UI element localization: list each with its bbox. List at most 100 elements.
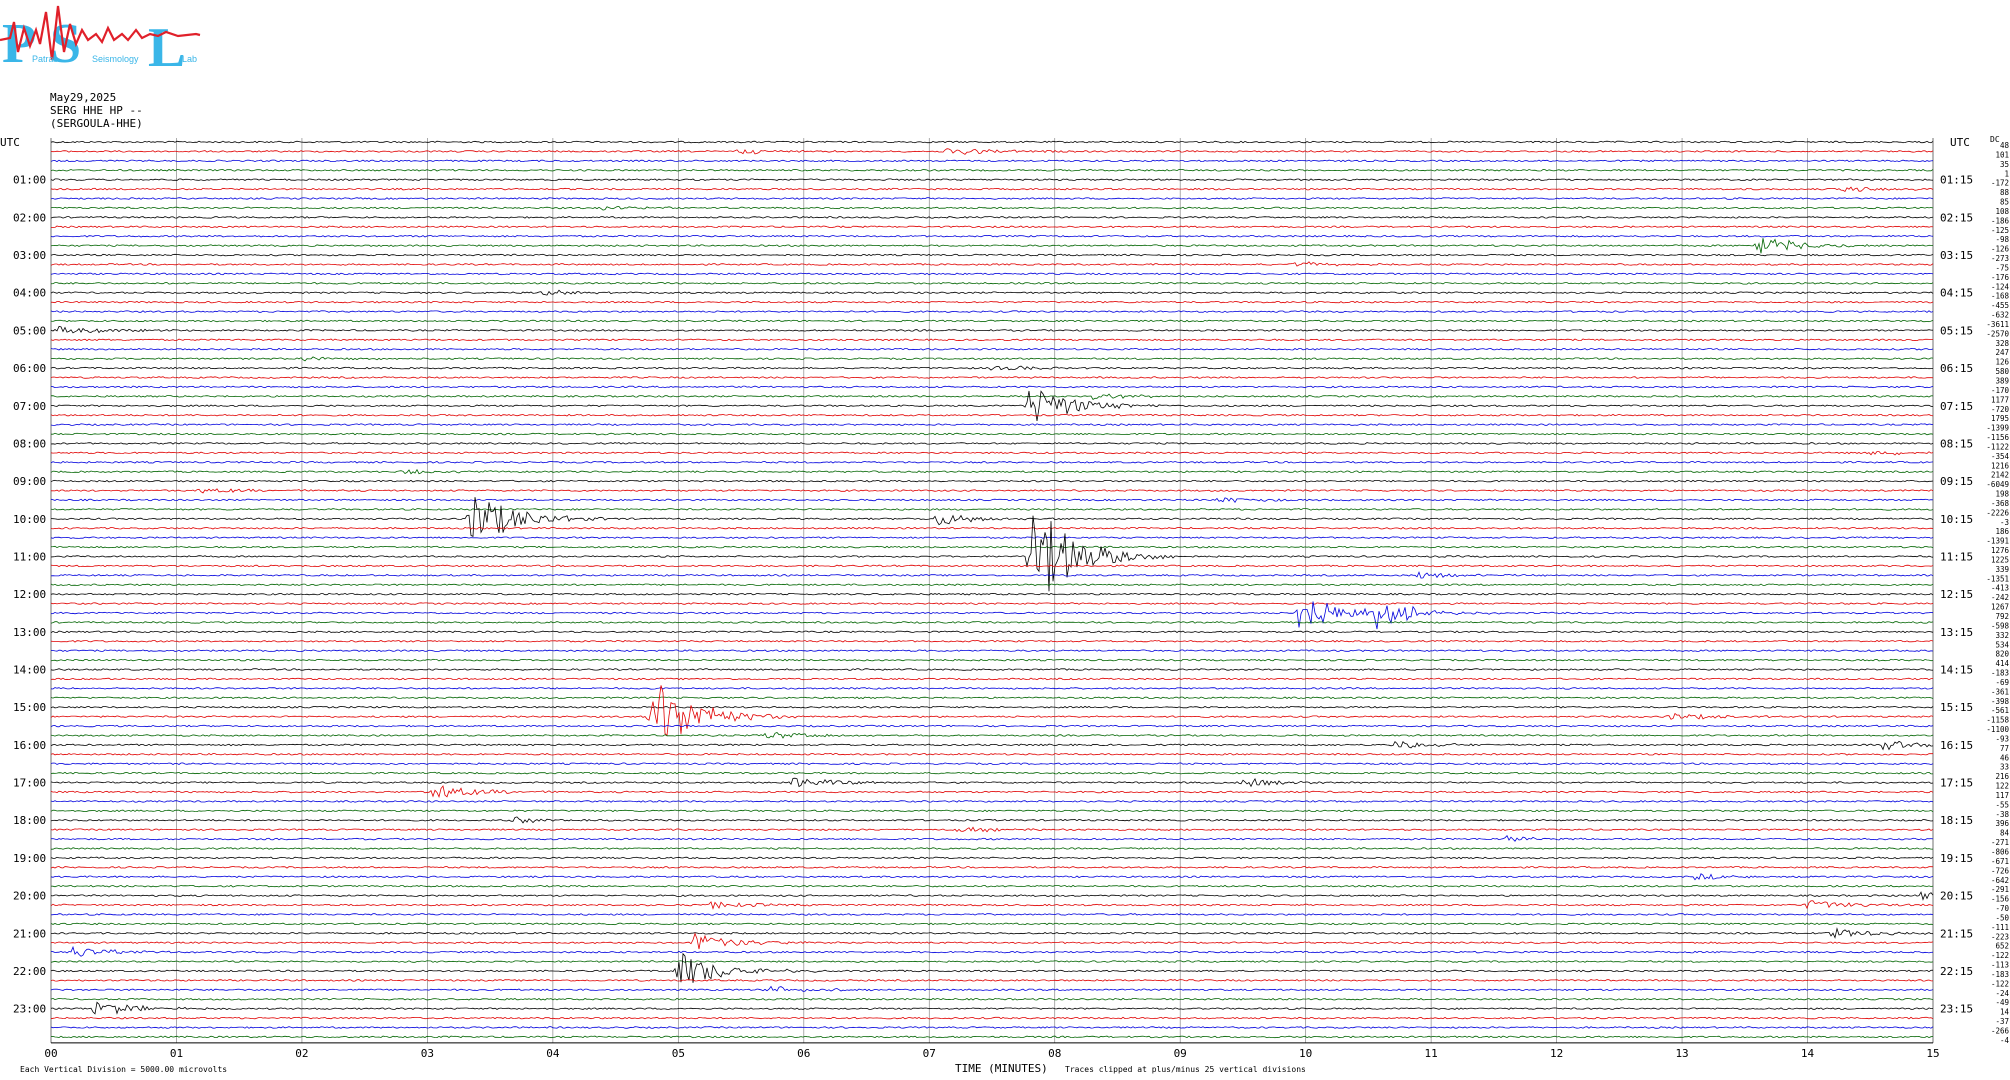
right-hour-label: 22:15 (1940, 965, 1973, 978)
right-hour-label: 19:15 (1940, 852, 1973, 865)
dc-offset-label: 122 (1995, 782, 2009, 791)
scale-note: Each Vertical Division = 5000.00 microvo… (20, 1065, 227, 1074)
trace-line (50, 732, 1934, 739)
trace-line (50, 282, 1934, 285)
dc-offset-label: -3611 (1986, 320, 2009, 329)
right-hour-label: 11:15 (1940, 550, 1973, 563)
dc-offset-label: 1216 (1991, 461, 2010, 470)
right-hour-label: 17:15 (1940, 777, 1973, 790)
dc-offset-label: 186 (1995, 527, 2009, 536)
x-tick-label: 03 (421, 1047, 434, 1060)
dc-offset-label: 46 (2000, 753, 2010, 762)
right-hour-label: 04:15 (1940, 287, 1973, 300)
trace-line (50, 423, 1934, 426)
dc-offset-label: 1 (2004, 169, 2009, 178)
plot-grid (50, 138, 1934, 1044)
dc-offset-label: -1122 (1986, 442, 2009, 451)
trace-line (50, 960, 1934, 963)
dc-header: DC (1990, 135, 2000, 144)
left-axis-title: UTC (0, 136, 20, 149)
dc-offset-label: -176 (1991, 273, 2010, 282)
right-hour-label: 08:15 (1940, 437, 1973, 450)
trace-line (50, 451, 1934, 456)
dc-offset-label: 339 (1995, 565, 2009, 574)
trace-line (50, 319, 1934, 323)
trace-line (50, 253, 1934, 257)
left-hour-label: 20:00 (13, 890, 46, 903)
dc-offset-label: -266 (1991, 1026, 2010, 1035)
x-tick-label: 09 (1174, 1047, 1187, 1060)
trace-line (51, 927, 1934, 939)
trace-line (50, 922, 1934, 926)
trace-line (50, 826, 1934, 833)
trace-line (50, 900, 1934, 910)
dc-offset-label: -361 (1991, 687, 2009, 696)
right-hour-label: 09:15 (1940, 475, 1973, 488)
dc-offset-label: -561 (1991, 706, 2009, 715)
dc-offset-label: -172 (1991, 179, 2009, 188)
dc-offset-label: 328 (1995, 339, 2009, 348)
dc-offset-label: 247 (1995, 348, 2009, 357)
dc-offset-label: -242 (1991, 593, 2009, 602)
logo-wave (0, 5, 201, 61)
x-tick-label: 00 (44, 1047, 57, 1060)
trace-line (50, 753, 1934, 756)
dc-offset-label: -1156 (1986, 433, 2009, 442)
left-hour-label: 23:00 (13, 1003, 46, 1016)
right-hour-label: 05:15 (1940, 324, 1973, 337)
x-tick-label: 12 (1550, 1047, 1563, 1060)
dc-offset-label: 117 (1995, 791, 2009, 800)
trace-line (50, 178, 1934, 181)
dc-offset-label: -170 (1991, 386, 2010, 395)
dc-offset-label: 1177 (1991, 395, 2009, 404)
dc-offset-label: -69 (1995, 678, 2009, 687)
trace-line (50, 497, 1934, 504)
trace-line (50, 148, 1934, 155)
left-hour-label: 04:00 (13, 287, 46, 300)
trace-line (50, 952, 1934, 983)
dc-offset-label: 101 (1995, 150, 2009, 159)
dc-offset-label: 198 (1995, 490, 2009, 499)
trace-line (50, 1035, 1934, 1039)
trace-line (50, 630, 1934, 634)
psl-logo: P S L Patras Seismology Lab (0, 5, 201, 79)
trace-line (50, 884, 1934, 888)
dc-offset-label: -186 (1991, 216, 2010, 225)
dc-offset-label: 2142 (1991, 471, 2009, 480)
dc-offset-label: -1399 (1986, 424, 2009, 433)
dc-offset-label: 389 (1995, 377, 2009, 386)
trace-line (50, 601, 1934, 630)
dc-offset-label: -49 (1995, 998, 2009, 1007)
dc-offset-label: -398 (1991, 697, 2010, 706)
right-hour-label: 15:15 (1940, 701, 1973, 714)
dc-offset-label: 396 (1995, 819, 2009, 828)
trace-line (50, 261, 1934, 267)
logo-sub-c: Lab (182, 54, 197, 64)
station-line: SERG HHE HP -- (50, 104, 143, 117)
left-hour-labels: 01:00 02:00 03:00 04:00 05:00 06:00 07:00 08:00… (13, 174, 46, 1016)
left-hour-label: 01:00 (13, 174, 46, 187)
trace-line (50, 186, 1934, 193)
trace-line (50, 479, 1934, 483)
dc-offset-label: 33 (2000, 763, 2009, 772)
dc-offset-label: -183 (1991, 970, 2009, 979)
x-axis-label: TIME (MINUTES) (955, 1062, 1048, 1075)
trace-line (50, 724, 1934, 728)
dc-offset-label: -598 (1991, 621, 2010, 630)
dc-offset-label: -632 (1991, 311, 2009, 320)
logo-l: L (148, 17, 185, 79)
right-hour-labels: 01:15 02:15 03:15 04:15 05:15 06:15 07:15 08:15… (1940, 174, 1973, 1016)
dc-offset-label: -24 (1995, 989, 2009, 998)
trace-line (50, 816, 1934, 824)
trace-line (50, 979, 1933, 982)
left-hour-label: 09:00 (13, 475, 46, 488)
trace-line (50, 592, 1934, 596)
dc-offset-label: 414 (1995, 659, 2009, 668)
trace-line (50, 356, 1934, 362)
trace-line (50, 685, 1934, 737)
clip-note: Traces clipped at plus/minus 25 vertical… (1065, 1065, 1306, 1074)
trace-line (50, 545, 1934, 549)
trace-line (51, 488, 1934, 494)
trace-line (50, 873, 1934, 881)
trace-line (50, 621, 1934, 624)
